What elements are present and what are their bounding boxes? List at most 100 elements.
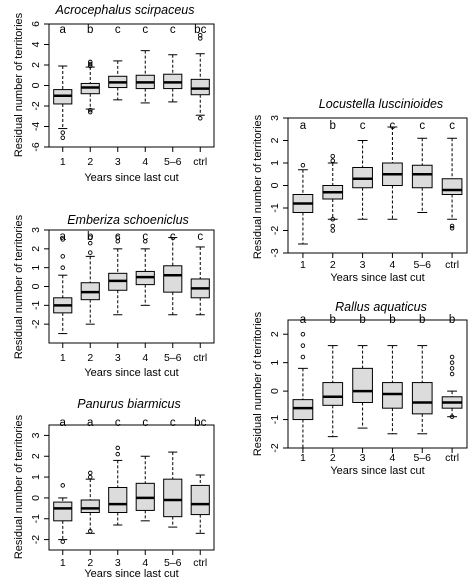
outlier-point [87,109,93,115]
significance-letter: b [359,314,365,326]
outlier-point [87,59,93,65]
iqr-box [163,478,183,518]
plot-frame [287,117,468,254]
significance-letter: c [419,120,425,132]
x-tick-label: 4 [389,452,395,464]
x-tick-label: 3 [115,557,121,569]
y-tick-label: 2 [30,246,42,252]
box-4 [382,345,403,435]
y-axis-label: Residual number of territories [252,114,264,259]
iqr-box [108,487,128,513]
iqr-box [53,501,73,522]
y-tick-label: 2 [269,137,281,143]
x-tick-label: ctrl [445,259,459,271]
panel-title: Panurus biarmicus [77,397,181,411]
significance-letter: b [330,314,336,326]
plot-frame [48,424,215,551]
iqr-box [292,399,314,421]
x-tick-label: 2 [330,259,336,271]
x-tick-label: 5–6 [413,259,431,271]
outlier-point [449,223,455,229]
box-6 [190,246,210,316]
significance-letter: c [360,120,366,132]
box-1 [292,162,314,245]
box-2 [322,345,344,438]
x-tick-label: 5–6 [164,156,182,168]
box-1 [53,65,73,141]
outlier-point [330,153,336,159]
y-tick-label: -2 [30,319,42,328]
y-tick-label: -2 [269,226,281,235]
outlier-point [60,135,66,141]
box-5 [163,451,183,528]
box-1 [53,483,73,544]
outlier-point [142,239,148,244]
iqr-box [163,265,183,293]
significance-letter: c [449,120,455,132]
y-tick-label: 1 [269,160,281,166]
outlier-point [300,354,306,360]
outlier-point [449,366,455,371]
box-2 [80,470,100,534]
box-3 [108,235,128,316]
y-tick-label: -1 [269,203,281,212]
iqr-box [190,484,210,516]
significance-letter: b [419,314,425,326]
y-tick-label: 2 [30,453,42,459]
x-tick-label: 1 [60,352,66,364]
x-tick-label: 1 [60,156,66,168]
significance-letter: c [142,417,148,429]
panel-title: Emberiza schoeniclus [67,213,189,227]
box-4 [135,455,155,522]
box-3 [108,60,128,101]
outlier-point [330,223,336,229]
y-tick-label: -1 [269,415,281,424]
y-tick-label: -2 [30,101,42,110]
significance-letter: b [449,314,455,326]
boxplot-panel-1: Acrocephalus scirpaceus -6 -4 -2 0 2 4 6 Residua… [13,3,215,184]
x-tick-label: 3 [360,259,366,271]
outlier-point [60,265,66,270]
iqr-box [411,382,433,415]
box-1 [292,331,314,449]
y-tick-label: 0 [30,283,42,289]
x-tick-label: 2 [330,452,336,464]
outlier-point [197,33,203,38]
y-tick-label: 1 [269,360,281,366]
box-3 [352,140,373,220]
panel-title: Rallus aquaticus [335,300,427,314]
significance-letter: c [142,24,148,36]
x-tick-label: 1 [300,452,306,464]
box-6 [441,354,463,419]
y-tick-label: 6 [30,21,42,27]
significance-letter: a [300,120,307,132]
y-axis-label: Residual number of territories [13,414,25,559]
outlier-point [197,36,203,41]
outlier-point [87,250,93,255]
y-tick-label: -6 [30,142,42,151]
significance-letter: a [300,314,307,326]
outlier-point [300,331,306,337]
plot-frame [48,229,215,344]
y-tick-label: -1 [30,514,42,523]
significance-letter: a [87,417,94,429]
significance-letter: b [87,24,93,36]
y-axis-label: Residual number of territories [252,311,264,456]
x-axis-label: Years since last cut [330,272,424,284]
significance-letter: c [170,231,176,243]
significance-letter: c [390,120,396,132]
iqr-box [441,178,463,195]
x-axis-label: Years since last cut [84,568,178,579]
box-5 [411,345,433,435]
outlier-point [330,158,336,163]
x-tick-label: 3 [115,352,121,364]
outlier-point [60,237,66,242]
iqr-box [322,382,344,406]
y-tick-label: -1 [30,301,42,310]
x-tick-label: 1 [300,259,306,271]
x-tick-label: 4 [142,352,148,364]
y-tick-label: -2 [30,535,42,544]
outlier-point [60,130,66,135]
y-axis-label: Residual number of territories [13,214,25,359]
box-5 [163,237,183,316]
